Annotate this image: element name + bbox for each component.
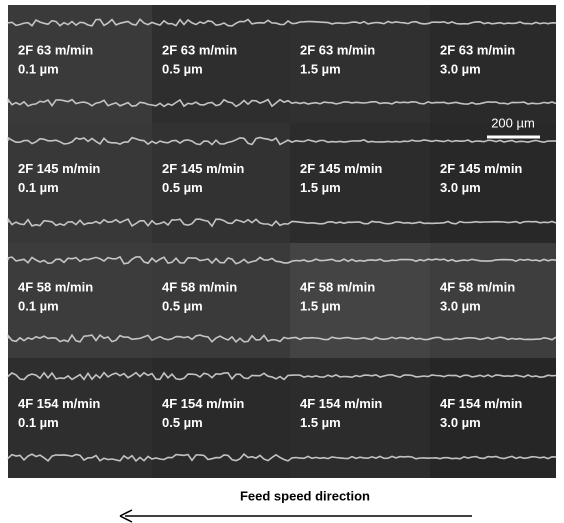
- panel-label: 4F 154 m/min: [162, 396, 244, 411]
- scale-bar-label: 200 µm: [491, 115, 535, 130]
- panel-label: 1.5 µm: [300, 298, 341, 313]
- panel-label: 2F 63 m/min: [300, 42, 375, 57]
- panel-label: 2F 63 m/min: [162, 42, 237, 57]
- panel-label: 0.5 µm: [162, 180, 203, 195]
- caption: Feed speed direction: [240, 488, 370, 503]
- panel-label: 2F 63 m/min: [440, 42, 515, 57]
- panel-label: 0.5 µm: [162, 415, 203, 430]
- panel-label: 4F 154 m/min: [440, 396, 522, 411]
- panel-label: 0.5 µm: [162, 298, 203, 313]
- panel-label: 3.0 µm: [440, 298, 481, 313]
- panel-label: 4F 58 m/min: [18, 279, 93, 294]
- panel-label: 0.1 µm: [18, 61, 59, 76]
- panel-label: 0.5 µm: [162, 61, 203, 76]
- panel-label: 4F 58 m/min: [300, 279, 375, 294]
- panel-label: 0.1 µm: [18, 415, 59, 430]
- panel-label: 2F 145 m/min: [300, 161, 382, 176]
- panel-label: 3.0 µm: [440, 180, 481, 195]
- panel-label: 0.1 µm: [18, 180, 59, 195]
- page: 2F 63 m/min 0.1 µm 2F 63 m/min 0.5 µm 2F 63 …: [0, 0, 564, 523]
- panel-grid: 2F 63 m/min 0.1 µm 2F 63 m/min 0.5 µm 2F 63 …: [8, 5, 556, 478]
- panel-label: 0.1 µm: [18, 298, 59, 313]
- panel-label: 4F 154 m/min: [300, 396, 382, 411]
- panel-label: 1.5 µm: [300, 61, 341, 76]
- panel-label: 3.0 µm: [440, 61, 481, 76]
- panel-label: 2F 63 m/min: [18, 42, 93, 57]
- panel-label: 3.0 µm: [440, 415, 481, 430]
- panel-label: 1.5 µm: [300, 415, 341, 430]
- panel-label: 2F 145 m/min: [18, 161, 100, 176]
- panel-label: 4F 58 m/min: [440, 279, 515, 294]
- figure: 2F 63 m/min 0.1 µm 2F 63 m/min 0.5 µm 2F 63 …: [0, 0, 564, 523]
- panel-label: 4F 58 m/min: [162, 279, 237, 294]
- panel-label: 4F 154 m/min: [18, 396, 100, 411]
- panel-label: 2F 145 m/min: [440, 161, 522, 176]
- panel-label: 2F 145 m/min: [162, 161, 244, 176]
- panel-label: 1.5 µm: [300, 180, 341, 195]
